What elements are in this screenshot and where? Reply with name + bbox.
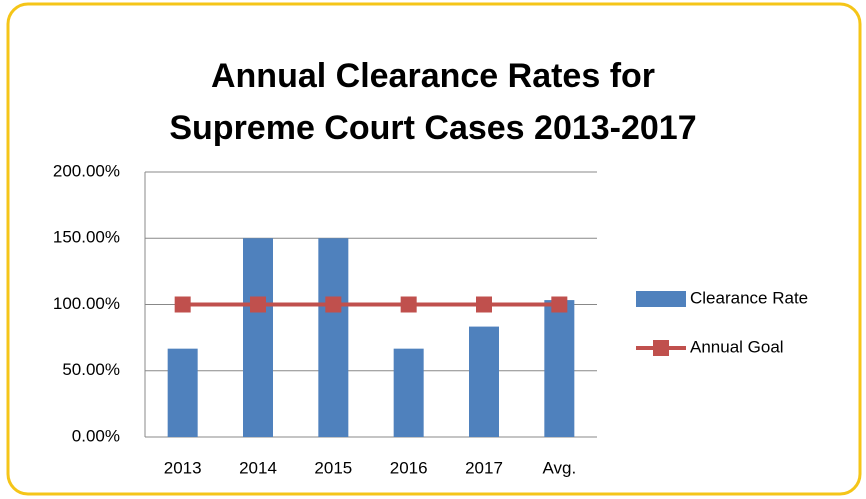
marker: [400, 296, 417, 313]
bar: [318, 238, 349, 437]
x-tick-label: 2014: [239, 458, 277, 477]
y-tick-label: 100.00%: [53, 294, 120, 313]
marker: [325, 296, 342, 313]
y-tick-label: 150.00%: [53, 228, 120, 247]
x-tick-label: 2017: [465, 458, 503, 477]
chart-frame: [6, 2, 862, 496]
legend-label: Clearance Rate: [690, 288, 808, 307]
x-tick-label: 2015: [314, 458, 352, 477]
x-tick-label: 2013: [164, 458, 202, 477]
chart-title: Annual Clearance Rates for: [211, 57, 655, 95]
marker: [476, 296, 492, 313]
y-tick-label: 50.00%: [62, 360, 120, 379]
marker: [551, 296, 568, 313]
y-tick-label: 200.00%: [53, 161, 120, 180]
legend-swatch: [636, 291, 686, 307]
bar: [393, 348, 424, 437]
marker: [250, 296, 266, 313]
legend-swatch: [653, 340, 669, 356]
x-tick-label: 2016: [390, 458, 428, 477]
bar: [243, 238, 273, 437]
legend-label: Annual Goal: [690, 337, 784, 356]
y-tick-label: 0.00%: [72, 426, 120, 445]
bar: [167, 348, 198, 437]
bar: [469, 326, 499, 437]
marker: [174, 296, 191, 313]
chart-title: Supreme Court Cases 2013-2017: [169, 109, 696, 147]
bar: [544, 300, 575, 437]
x-tick-label: Avg.: [542, 458, 576, 477]
